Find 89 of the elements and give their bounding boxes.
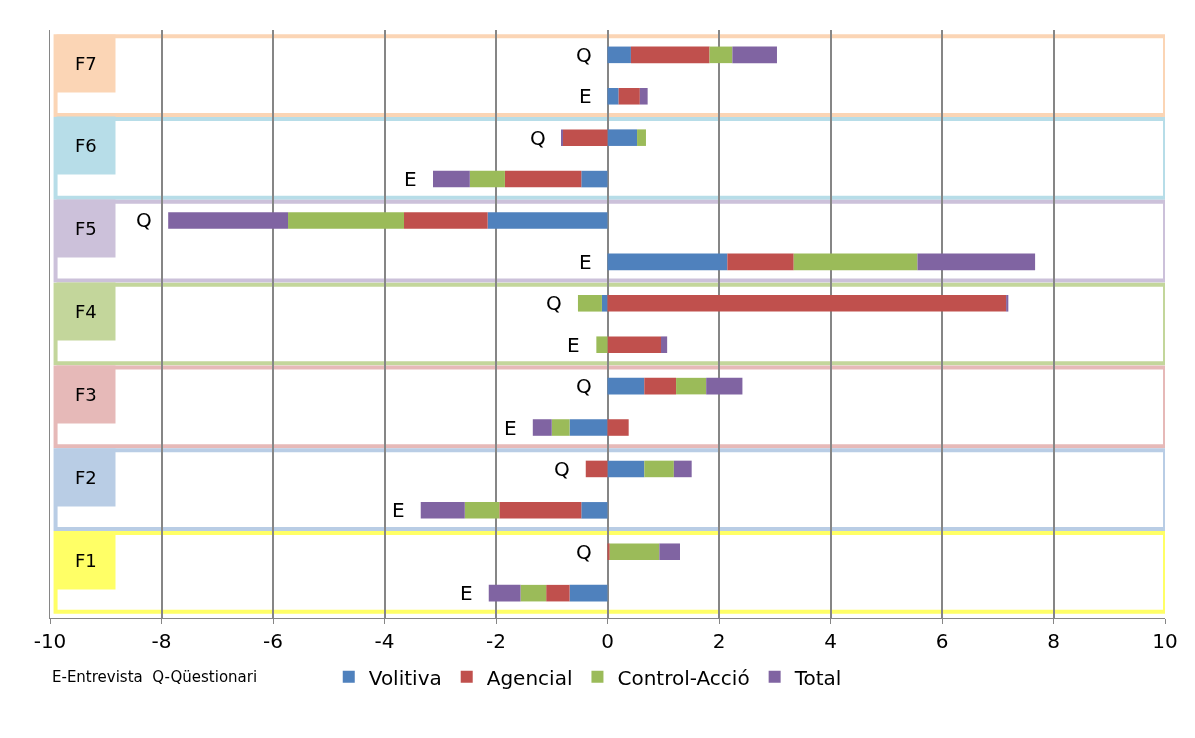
bar — [607, 295, 1007, 312]
bar — [562, 129, 608, 146]
bar — [504, 170, 582, 188]
bar — [499, 502, 582, 519]
bar — [607, 460, 645, 478]
bar — [601, 295, 608, 312]
bar — [607, 46, 631, 64]
bar — [581, 170, 608, 188]
x-tick-label: -10 — [33, 629, 67, 653]
legend-label: Agencial — [486, 665, 573, 690]
bar — [469, 170, 505, 188]
y-tick-label: E — [392, 498, 405, 522]
x-tick-label: 4 — [824, 629, 837, 653]
bar — [569, 419, 608, 436]
annotation: F7 — [75, 53, 97, 74]
x-tick-label: -4 — [374, 629, 395, 653]
bar — [404, 212, 488, 229]
bar — [607, 129, 638, 146]
annotation: F5 — [75, 218, 97, 239]
bar — [673, 460, 692, 478]
y-tick-label: Q — [530, 126, 546, 150]
bar — [644, 377, 677, 395]
y-tick-label: E — [567, 333, 580, 357]
bar — [618, 87, 640, 105]
bar — [546, 584, 570, 602]
legend-label: Control-Acció — [617, 665, 750, 690]
bar — [532, 419, 552, 436]
annotation: F3 — [75, 384, 97, 405]
bar — [585, 460, 608, 478]
bar — [288, 212, 405, 229]
annotation: F1 — [75, 550, 97, 571]
legend-label: Total — [793, 665, 842, 690]
bar — [581, 502, 608, 519]
y-tick-label: E — [579, 84, 592, 108]
bar — [168, 212, 289, 229]
x-tick-label: 0 — [601, 629, 614, 653]
x-tick-label: 10 — [1152, 629, 1178, 653]
y-tick-label: Q — [546, 291, 562, 315]
y-tick-label: E — [460, 581, 473, 605]
bar — [609, 543, 660, 561]
bar — [732, 46, 777, 64]
bar — [661, 336, 668, 353]
y-tick-label: E — [504, 416, 517, 440]
bar — [917, 253, 1036, 271]
bar — [676, 377, 707, 395]
bar — [639, 87, 648, 105]
bar — [709, 46, 733, 64]
bar — [596, 336, 608, 353]
bar — [520, 584, 547, 602]
bar — [607, 419, 629, 436]
y-tick-label: Q — [136, 208, 152, 232]
bar — [464, 502, 500, 519]
bar — [488, 584, 521, 602]
bar — [607, 253, 728, 271]
legend-label: Volitiva — [368, 665, 442, 690]
annotation: F6 — [75, 135, 97, 156]
y-tick-label: Q — [554, 457, 570, 481]
bar — [637, 129, 646, 146]
annotation: F2 — [75, 467, 97, 488]
bar — [577, 295, 602, 312]
bar — [644, 460, 674, 478]
bar — [551, 419, 570, 436]
bar — [607, 543, 610, 561]
y-tick-label: E — [404, 167, 417, 191]
y-tick-label: Q — [576, 540, 592, 564]
x-tick-label: -6 — [263, 629, 283, 653]
bar — [706, 377, 743, 395]
x-tick-label: -2 — [486, 629, 506, 653]
bar — [630, 46, 710, 64]
bar — [1006, 295, 1009, 312]
text: E-Entrevista Q-Qüestionari — [52, 668, 258, 686]
bar — [569, 584, 608, 602]
x-tick-label: 8 — [1047, 629, 1060, 653]
x-tick-label: 6 — [935, 629, 949, 653]
bar — [607, 377, 645, 395]
bar — [793, 253, 918, 271]
x-tick-label: -8 — [151, 629, 172, 653]
x-tick-label: 2 — [712, 629, 726, 653]
bar — [433, 170, 470, 188]
bar — [420, 502, 465, 519]
annotation: F4 — [75, 301, 97, 322]
y-tick-label: E — [579, 250, 592, 274]
y-tick-label: Q — [576, 374, 592, 398]
bar — [659, 543, 680, 561]
bar — [727, 253, 794, 271]
bar — [607, 336, 662, 353]
bar — [487, 212, 608, 229]
bar — [607, 87, 619, 105]
y-tick-label: Q — [576, 43, 592, 67]
